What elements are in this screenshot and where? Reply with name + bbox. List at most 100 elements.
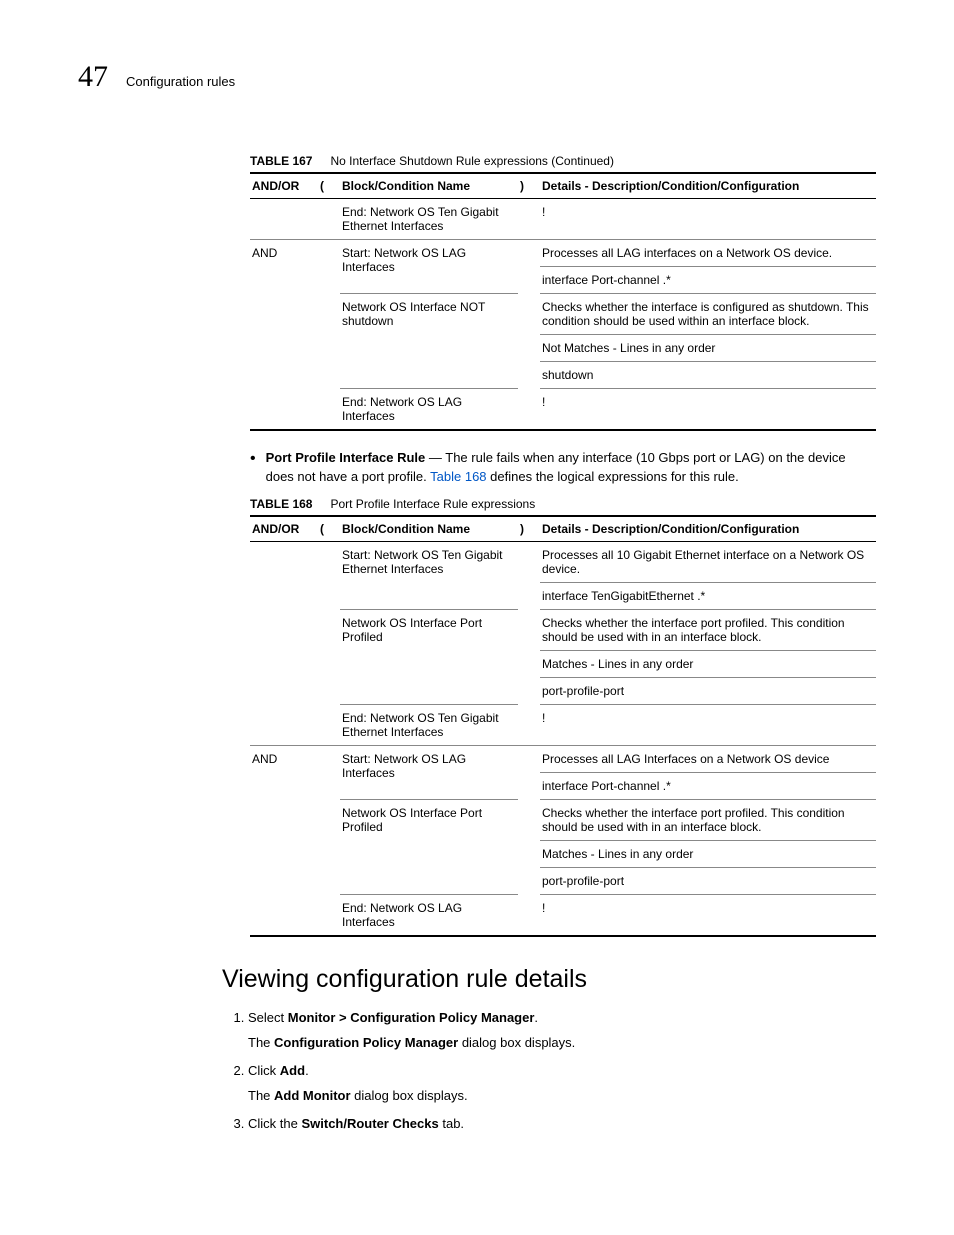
cell-block: Network OS Interface Port Profiled <box>340 609 518 704</box>
table-header-row: AND/OR ( Block/Condition Name ) Details … <box>250 173 876 199</box>
cell-andor <box>250 704 318 745</box>
cell-details: ! <box>540 704 876 745</box>
th-block: Block/Condition Name <box>340 516 518 542</box>
cell-block: Network OS Interface Port Profiled <box>340 799 518 894</box>
cell-open <box>318 582 340 609</box>
cell-details: ! <box>540 199 876 240</box>
table-row: Network OS Interface NOT shutdown Checks… <box>250 294 876 335</box>
para-lead: Port Profile Interface Rule <box>266 450 426 465</box>
cell-open <box>318 389 340 431</box>
cell-open <box>318 677 340 704</box>
cell-details: ! <box>540 894 876 936</box>
table-row: AND Start: Network OS LAG Interfaces Pro… <box>250 745 876 772</box>
table-row: End: Network OS LAG Interfaces ! <box>250 894 876 936</box>
bullet-icon: • <box>250 449 256 487</box>
table-167: AND/OR ( Block/Condition Name ) Details … <box>250 172 876 431</box>
th-block: Block/Condition Name <box>340 173 518 199</box>
table-row: Start: Network OS Ten Gigabit Ethernet I… <box>250 541 876 582</box>
cell-details: Matches - Lines in any order <box>540 650 876 677</box>
para-bold: Add Monitor <box>274 1088 351 1103</box>
cell-close <box>518 609 540 650</box>
cell-andor <box>250 267 318 294</box>
cell-close <box>518 199 540 240</box>
section-heading: Viewing configuration rule details <box>222 965 876 994</box>
cell-open <box>318 840 340 867</box>
cell-andor <box>250 840 318 867</box>
cell-open <box>318 267 340 294</box>
step-text: Select Monitor > Configuration Policy Ma… <box>248 1010 538 1025</box>
cell-details: Matches - Lines in any order <box>540 840 876 867</box>
cell-andor <box>250 867 318 894</box>
cell-open <box>318 362 340 389</box>
cell-block: End: Network OS Ten Gigabit Ethernet Int… <box>340 199 518 240</box>
table-168-link[interactable]: Table 168 <box>430 469 486 484</box>
cell-open <box>318 650 340 677</box>
cell-close <box>518 240 540 267</box>
th-details: Details - Description/Condition/Configur… <box>540 516 876 542</box>
cell-andor <box>250 199 318 240</box>
table-row: Network OS Interface Port Profiled Check… <box>250 609 876 650</box>
cell-open <box>318 745 340 772</box>
cell-block: End: Network OS Ten Gigabit Ethernet Int… <box>340 704 518 745</box>
cell-details: port-profile-port <box>540 677 876 704</box>
cell-close <box>518 389 540 431</box>
cell-details: Checks whether the interface port profil… <box>540 799 876 840</box>
caption-label: TABLE 168 <box>250 497 312 511</box>
step-2: Click Add. The Add Monitor dialog box di… <box>248 1061 876 1106</box>
cell-open <box>318 704 340 745</box>
bullet-text: Port Profile Interface Rule — The rule f… <box>266 449 876 487</box>
para-bold: Configuration Policy Manager <box>274 1035 458 1050</box>
para-after-link: defines the logical expressions for this… <box>487 469 739 484</box>
page-number: 47 <box>78 60 108 94</box>
cell-details: Processes all LAG interfaces on a Networ… <box>540 240 876 267</box>
cell-block: Start: Network OS LAG Interfaces <box>340 745 518 799</box>
cell-open <box>318 799 340 840</box>
cell-close <box>518 894 540 936</box>
cell-block: End: Network OS LAG Interfaces <box>340 894 518 936</box>
step-post: . <box>305 1063 309 1078</box>
th-details: Details - Description/Condition/Configur… <box>540 173 876 199</box>
step-pre: Select <box>248 1010 288 1025</box>
step-text: Click Add. <box>248 1063 309 1078</box>
table-row: AND Start: Network OS LAG Interfaces Pro… <box>250 240 876 267</box>
step-para: The Add Monitor dialog box displays. <box>248 1086 876 1106</box>
th-andor: AND/OR <box>250 173 318 199</box>
table-row: End: Network OS LAG Interfaces ! <box>250 389 876 431</box>
cell-details: Checks whether the interface port profil… <box>540 609 876 650</box>
cell-close <box>518 840 540 867</box>
cell-details: interface TenGigabitEthernet .* <box>540 582 876 609</box>
step-post: tab. <box>439 1116 464 1131</box>
cell-open <box>318 335 340 362</box>
cell-close <box>518 582 540 609</box>
th-andor: AND/OR <box>250 516 318 542</box>
cell-close <box>518 704 540 745</box>
cell-open <box>318 199 340 240</box>
step-pre: Click the <box>248 1116 301 1131</box>
cell-details: Processes all 10 Gigabit Ethernet interf… <box>540 541 876 582</box>
cell-andor <box>250 650 318 677</box>
table-168-caption: TABLE 168 Port Profile Interface Rule exp… <box>250 497 876 511</box>
step-bold: Switch/Router Checks <box>301 1116 438 1131</box>
step-pre: Click <box>248 1063 280 1078</box>
cell-open <box>318 240 340 267</box>
cell-open <box>318 541 340 582</box>
cell-andor: AND <box>250 240 318 267</box>
th-close-paren: ) <box>518 516 540 542</box>
cell-close <box>518 772 540 799</box>
table-row: End: Network OS Ten Gigabit Ethernet Int… <box>250 199 876 240</box>
cell-close <box>518 335 540 362</box>
table-header-row: AND/OR ( Block/Condition Name ) Details … <box>250 516 876 542</box>
cell-andor <box>250 335 318 362</box>
section-name: Configuration rules <box>126 74 235 89</box>
cell-block: Network OS Interface NOT shutdown <box>340 294 518 389</box>
cell-open <box>318 867 340 894</box>
th-open-paren: ( <box>318 173 340 199</box>
cell-details: port-profile-port <box>540 867 876 894</box>
cell-andor <box>250 609 318 650</box>
bullet-paragraph: • Port Profile Interface Rule — The rule… <box>250 449 876 487</box>
caption-text: Port Profile Interface Rule expressions <box>330 497 535 511</box>
cell-block: End: Network OS LAG Interfaces <box>340 389 518 431</box>
caption-text: No Interface Shutdown Rule expressions (… <box>330 154 614 168</box>
para-post: dialog box displays. <box>458 1035 575 1050</box>
cell-andor <box>250 389 318 431</box>
